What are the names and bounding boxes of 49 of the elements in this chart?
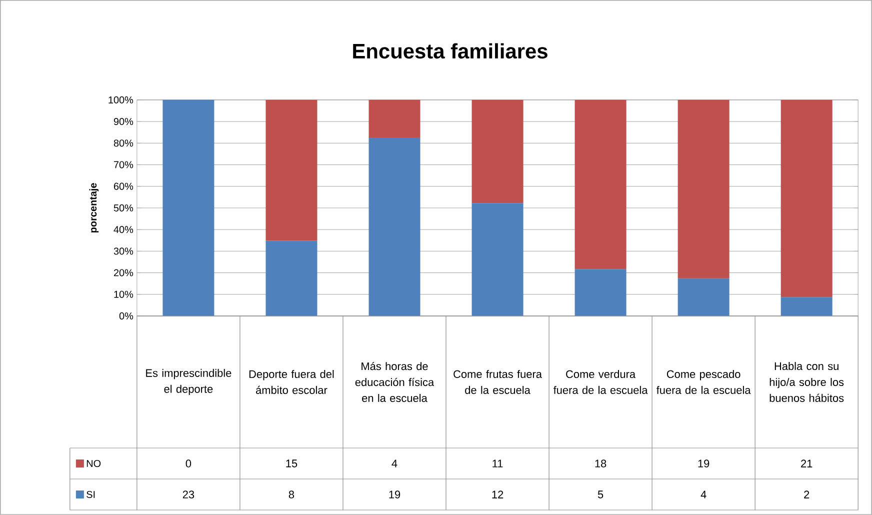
bar bbox=[678, 278, 730, 316]
y-tick-label: 20% bbox=[114, 269, 134, 276]
text: 19 bbox=[389, 490, 400, 498]
bar bbox=[368, 138, 420, 316]
text: 4 bbox=[392, 460, 398, 468]
y-tick-label: 50% bbox=[114, 204, 134, 212]
bar bbox=[162, 100, 214, 316]
y-tick-label: 0% bbox=[119, 312, 134, 320]
x-tick-label: Habla con su hijo/a sobre los buenos hábitos bbox=[770, 362, 844, 402]
bar bbox=[368, 100, 420, 138]
text: 12 bbox=[492, 490, 504, 498]
bar bbox=[780, 297, 832, 316]
y-tick-label: 30% bbox=[114, 248, 134, 255]
y-tick-label: 90% bbox=[114, 118, 134, 126]
bar bbox=[780, 100, 832, 298]
y-tick-label: 60% bbox=[114, 182, 134, 190]
text: 4 bbox=[700, 490, 706, 498]
text: 0 bbox=[186, 460, 192, 468]
y-axis-title: porcentaje bbox=[89, 183, 99, 233]
bar bbox=[266, 100, 318, 241]
text: 23 bbox=[182, 490, 194, 498]
y-tick-label: 10% bbox=[114, 290, 134, 298]
legend-label: NO bbox=[86, 460, 101, 468]
bar bbox=[678, 100, 730, 278]
y-tick-label: 80% bbox=[114, 140, 134, 147]
x-tick-label: Más horas de educación física en la escuela bbox=[355, 362, 434, 402]
bar bbox=[574, 269, 626, 316]
chart-title: Encuesta familiares bbox=[353, 43, 548, 59]
y-tick-label: 70% bbox=[114, 161, 134, 168]
text: 8 bbox=[288, 490, 294, 498]
text: 5 bbox=[598, 490, 604, 498]
bar bbox=[472, 100, 524, 204]
x-tick-label: Es imprescindible el deporte bbox=[146, 368, 232, 396]
y-tick-label: 100% bbox=[108, 96, 134, 104]
text: 2 bbox=[804, 490, 810, 498]
text: 18 bbox=[595, 460, 606, 468]
text: 15 bbox=[286, 460, 298, 468]
text: 21 bbox=[801, 460, 812, 468]
bar bbox=[266, 240, 318, 316]
x-tick-label: Deporte fuera del ámbito escolar bbox=[249, 370, 334, 394]
bar bbox=[472, 203, 524, 316]
x-tick-label: Come verdura fuera de la escuela bbox=[553, 370, 648, 394]
text: 11 bbox=[492, 460, 503, 468]
legend-label: SI bbox=[86, 491, 95, 498]
x-tick-label: Come pescado fuera de la escuela bbox=[656, 370, 751, 394]
bar bbox=[574, 100, 626, 270]
y-tick-label: 40% bbox=[114, 226, 134, 234]
x-tick-label: Come frutas fuera de la escuela bbox=[454, 370, 542, 394]
text: 19 bbox=[698, 460, 710, 468]
